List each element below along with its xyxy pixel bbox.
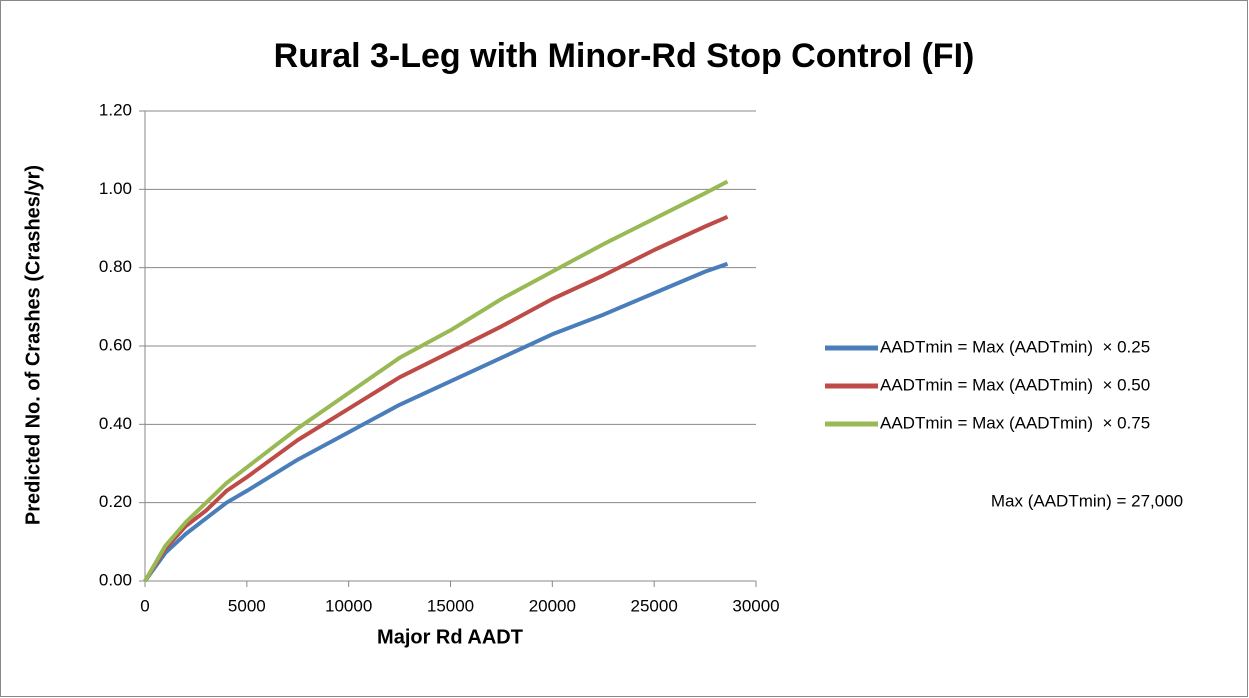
x-tick-label: 10000 — [325, 596, 372, 615]
series-line — [143, 261, 729, 583]
legend-label: AADTmin = Max (AADTmin) × 0.25 — [880, 337, 1150, 356]
series-line — [143, 179, 729, 583]
legend-label: AADTmin = Max (AADTmin) × 0.50 — [880, 375, 1150, 394]
y-tick-label: 1.00 — [99, 179, 132, 198]
x-tick-label: 30000 — [732, 596, 779, 615]
x-tick-label: 25000 — [631, 596, 678, 615]
x-tick-label: 15000 — [427, 596, 474, 615]
annotation: Max (AADTmin) = 27,000 — [991, 491, 1183, 510]
y-tick-label: 1.20 — [99, 100, 132, 119]
legend-label: AADTmin = Max (AADTmin) × 0.75 — [880, 413, 1150, 432]
x-tick-label: 5000 — [228, 596, 266, 615]
x-tick-label: 0 — [140, 596, 149, 615]
chart-title: Rural 3-Leg with Minor-Rd Stop Control (… — [274, 37, 975, 75]
y-tick-label: 0.60 — [99, 335, 132, 354]
y-tick-label: 0.20 — [99, 492, 132, 511]
series-line — [143, 214, 729, 583]
y-tick-label: 0.00 — [99, 570, 132, 589]
x-axis-label: Major Rd AADT — [377, 626, 523, 648]
y-axis-label: Predicted No. of Crashes (Crashes/yr) — [22, 165, 44, 525]
x-tick-label: 20000 — [529, 596, 576, 615]
y-tick-label: 0.40 — [99, 414, 132, 433]
y-tick-label: 0.80 — [99, 257, 132, 276]
